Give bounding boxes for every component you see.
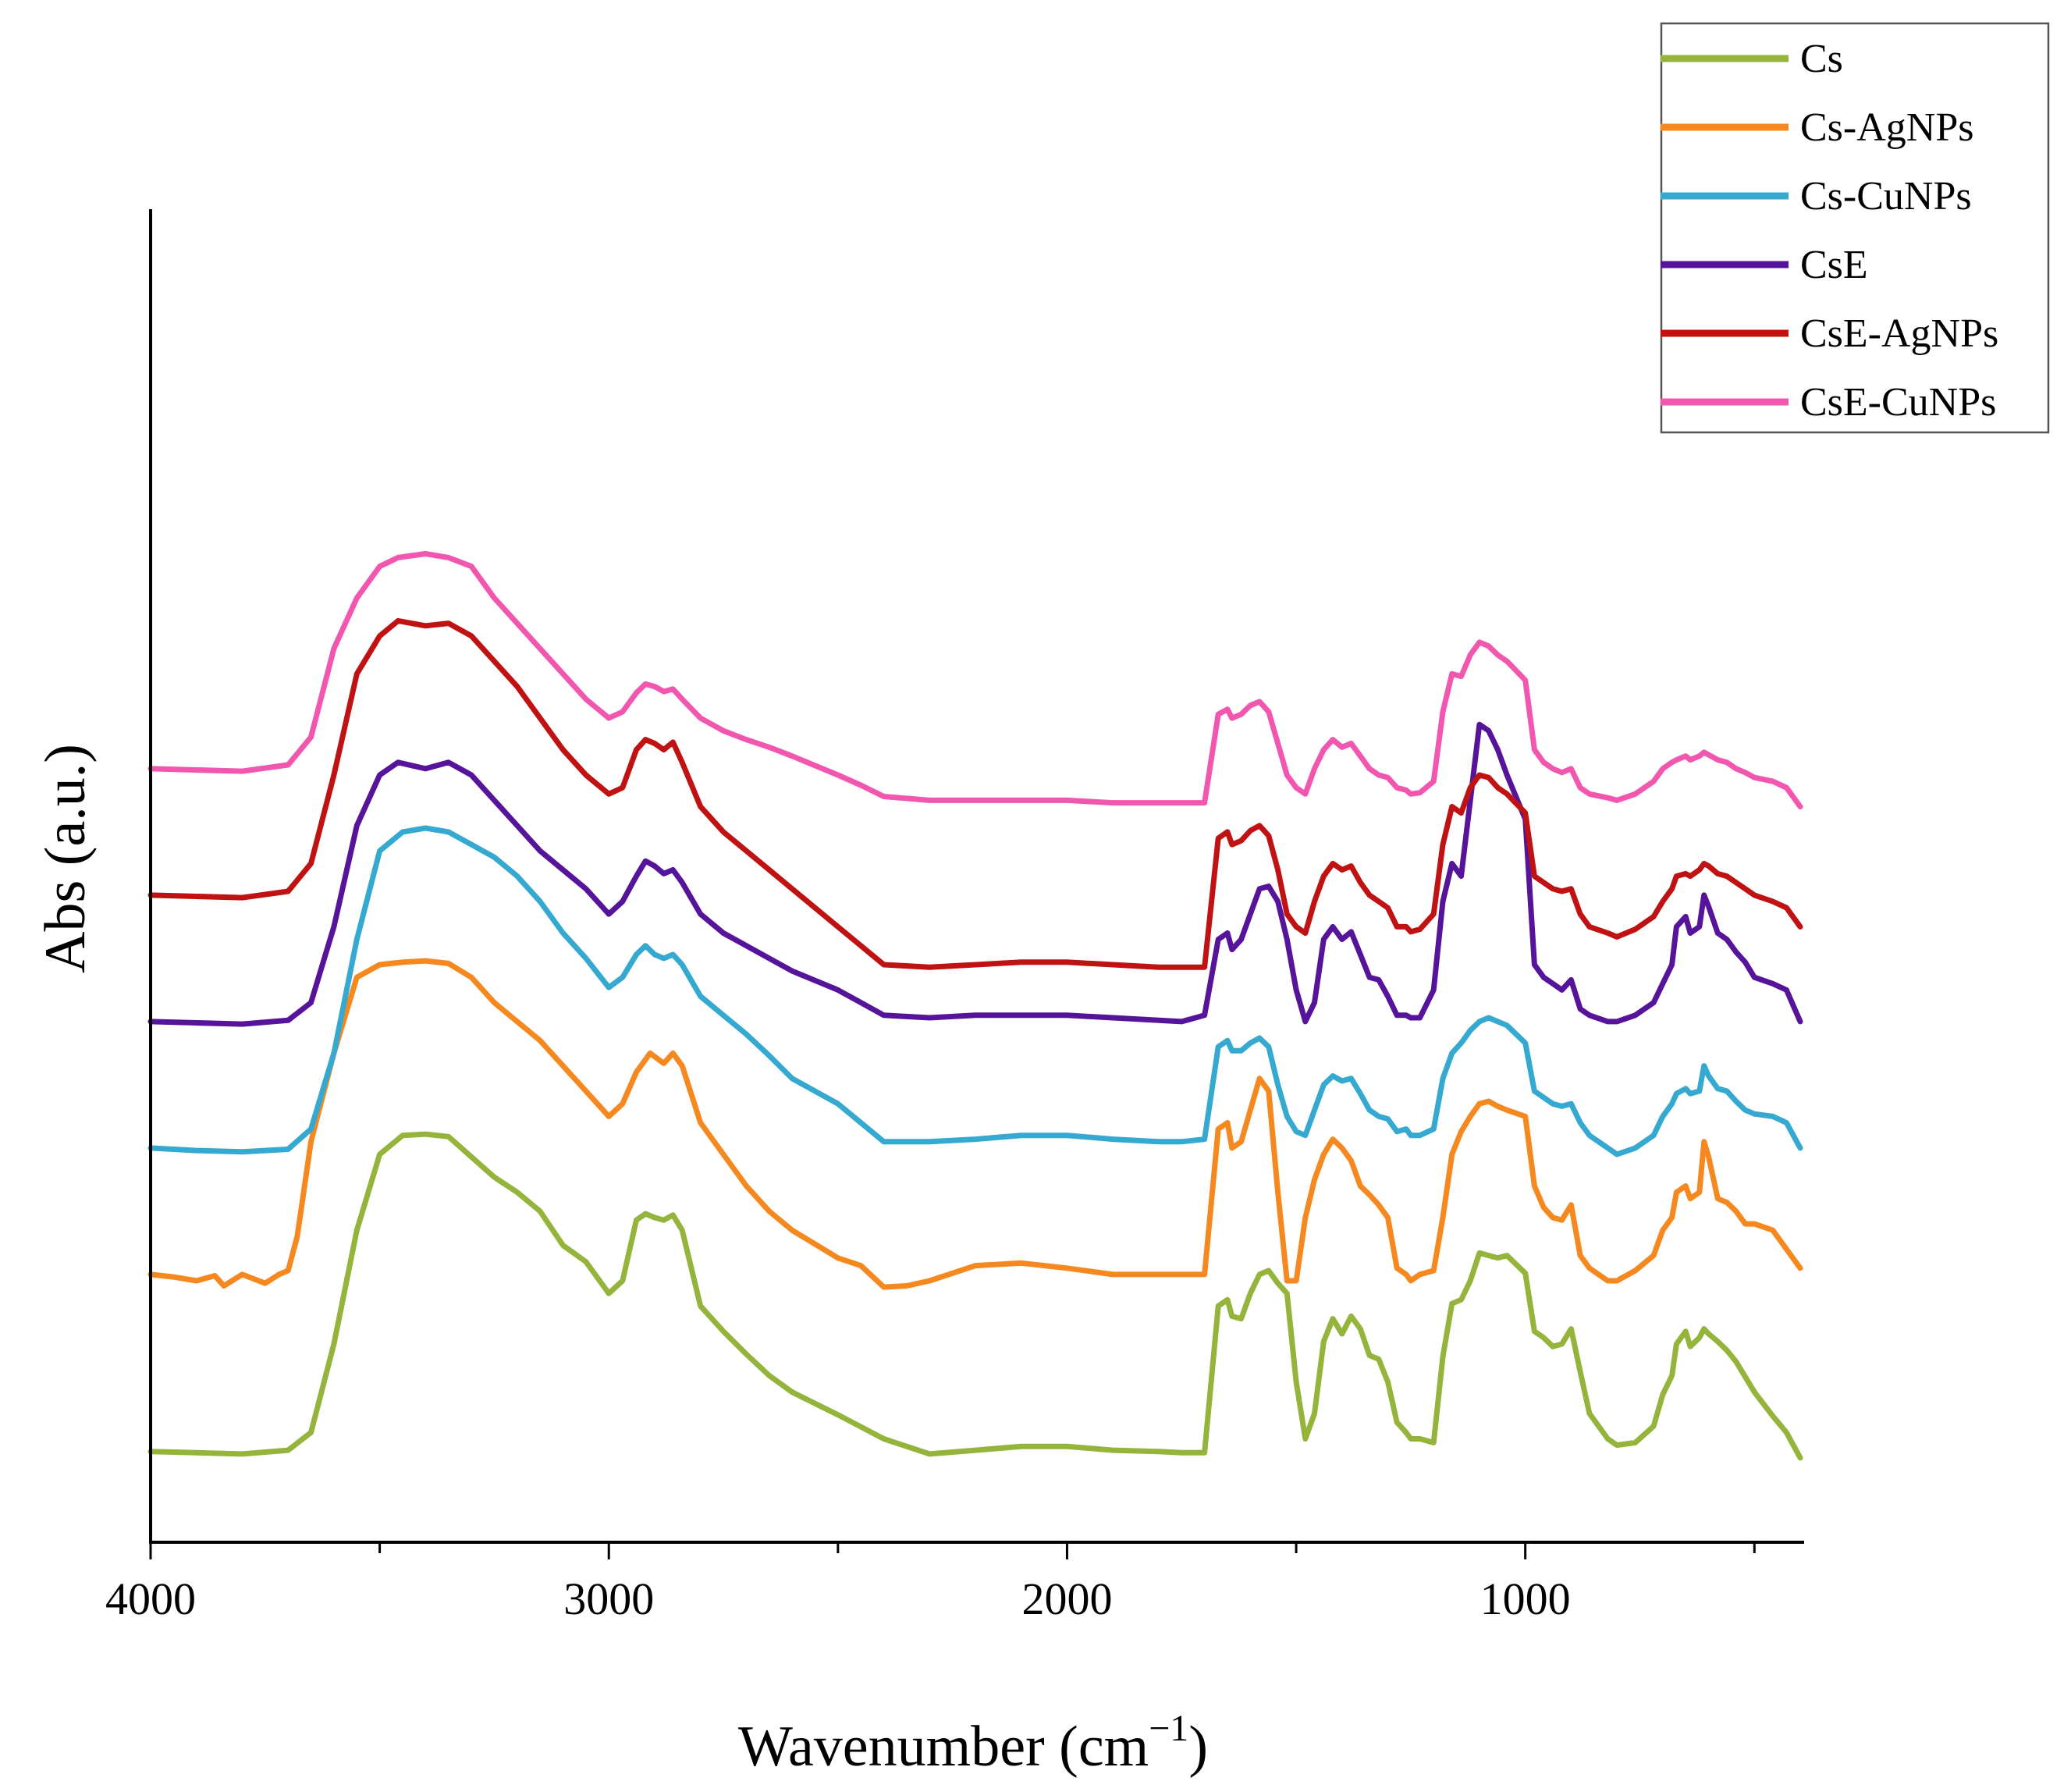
legend-label-cse: CsE <box>1800 243 1868 287</box>
x-tick-label-3000: 3000 <box>563 1573 654 1624</box>
legend-label-cse-cunps: CsE-CuNPs <box>1800 380 1996 425</box>
y-axis-title: Abs (a.u.) <box>34 744 98 973</box>
x-tick-label-2000: 2000 <box>1021 1573 1112 1624</box>
legend-label-cse-agnps: CsE-AgNPs <box>1800 311 1998 356</box>
x-tick-label-1000: 1000 <box>1480 1573 1571 1624</box>
series-line-cse-cunps <box>147 551 1803 809</box>
legend-label-cs: Cs <box>1800 37 1843 81</box>
series-line-cs <box>147 1131 1803 1461</box>
series-line-cs-agnps <box>147 958 1803 1290</box>
x-axis-title-close: ) <box>1188 1715 1208 1779</box>
x-axis-ticks: 4000 3000 2000 1000 <box>105 1542 1756 1624</box>
legend-label-cs-cunps: Cs-CuNPs <box>1800 174 1972 219</box>
series-line-cse-agnps <box>147 617 1803 970</box>
series-line-cse <box>147 721 1803 1027</box>
legend-label-cs-agnps: Cs-AgNPs <box>1800 105 1974 150</box>
series-layer <box>147 551 1803 1461</box>
x-axis-title-superscript: −1 <box>1149 1708 1188 1749</box>
x-tick-label-4000: 4000 <box>105 1573 196 1624</box>
legend-box <box>1660 22 2050 434</box>
series-line-cs-cunps <box>147 825 1803 1157</box>
x-axis-title-text: Wavenumber (cm <box>738 1715 1149 1779</box>
legend: Cs Cs-AgNPs Cs-CuNPs CsE CsE-AgNPs CsE-CuNPs <box>1660 22 2050 434</box>
x-axis-title: Wavenumber (cm−1) <box>738 1708 1208 1779</box>
